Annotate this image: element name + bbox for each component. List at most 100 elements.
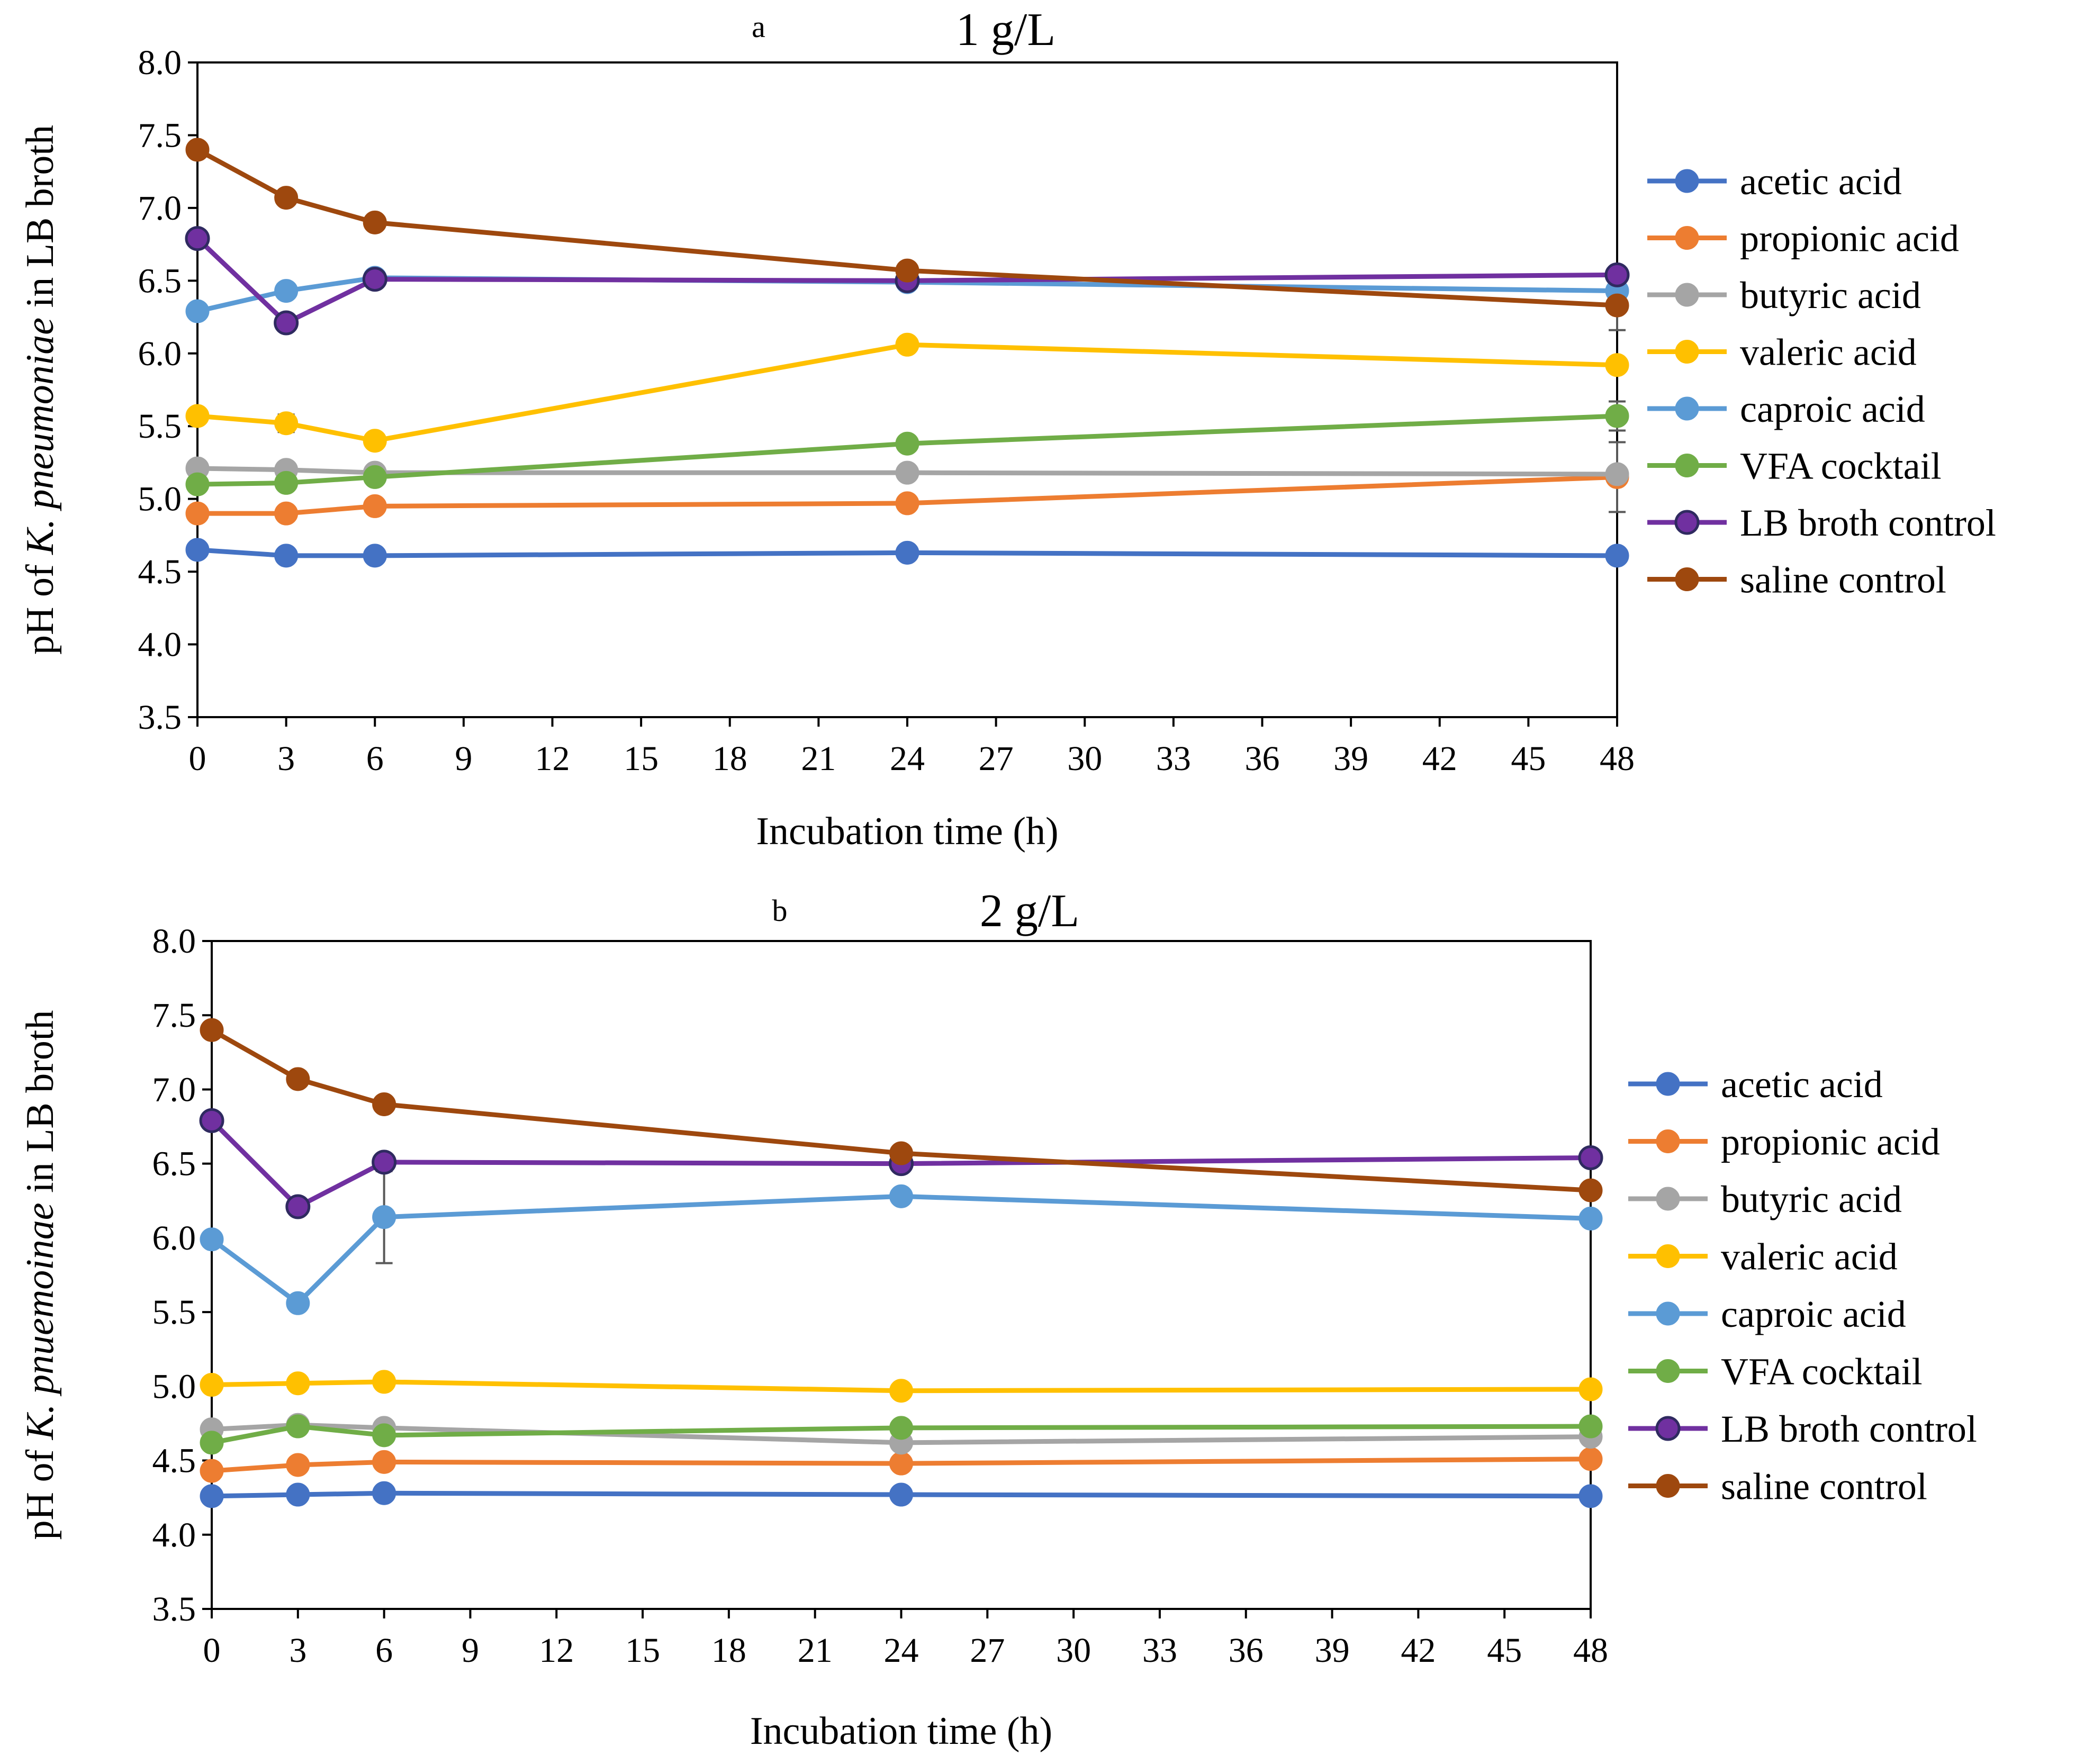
data-point-saline-control	[895, 258, 919, 283]
data-point-saline-control	[1578, 1178, 1603, 1202]
legend-item-lb-broth-control: LB broth control	[1647, 502, 1996, 544]
legend-swatch-marker	[1675, 396, 1699, 421]
x-tick-label: 0	[189, 739, 206, 778]
x-tick-label: 3	[277, 739, 295, 778]
legend-label: propionic acid	[1740, 218, 1959, 260]
legend-item-acetic-acid: acetic acid	[1647, 160, 1902, 203]
x-tick-label: 39	[1333, 739, 1368, 778]
data-point-caproic-acid	[1578, 1206, 1603, 1231]
data-point-valeric-acid	[363, 429, 387, 453]
data-point-saline-control	[274, 186, 299, 210]
x-tick-label: 18	[711, 1631, 746, 1670]
legend-swatch-marker	[1656, 1244, 1680, 1268]
x-tick-label: 3	[289, 1631, 306, 1670]
x-tick-label: 6	[375, 1631, 393, 1670]
legend-label: caproic acid	[1721, 1293, 1906, 1335]
x-tick-label: 33	[1156, 739, 1191, 778]
legend-swatch-marker	[1675, 454, 1699, 477]
x-tick-label: 33	[1142, 1631, 1177, 1670]
y-tick-label: 4.5	[138, 553, 182, 591]
y-axis-label-suffix: in LB broth	[19, 125, 62, 318]
legend-label: VFA cocktail	[1740, 445, 1942, 487]
y-axis-label-organism: K. pnuemoinae	[19, 1202, 62, 1440]
data-point-vfa-cocktail	[889, 1416, 913, 1440]
x-tick-label: 6	[366, 739, 384, 778]
x-tick-label: 12	[539, 1631, 574, 1670]
x-axis-label: Incubation time (h)	[756, 810, 1058, 853]
legend-item-acetic-acid: acetic acid	[1628, 1063, 1883, 1106]
x-tick-label: 9	[455, 739, 472, 778]
data-point-valeric-acid	[274, 411, 299, 436]
data-point-valeric-acid	[895, 332, 919, 357]
data-point-valeric-acid	[286, 1371, 310, 1396]
y-tick-label: 4.5	[152, 1442, 196, 1480]
data-point-vfa-cocktail	[363, 465, 387, 489]
legend-item-valeric-acid: valeric acid	[1628, 1236, 1898, 1278]
chart-title: 1 g/L	[956, 4, 1055, 56]
y-axis-label-organism: K. pneumoniae	[19, 318, 62, 555]
x-tick-label: 39	[1315, 1631, 1350, 1670]
x-tick-label: 48	[1573, 1631, 1608, 1670]
data-point-acetic-acid	[889, 1482, 913, 1507]
data-point-acetic-acid	[1605, 544, 1629, 568]
legend-item-butyric-acid: butyric acid	[1628, 1178, 1902, 1220]
x-tick-label: 15	[624, 739, 658, 778]
legend-swatch-marker	[1656, 1129, 1680, 1153]
data-point-lb-broth-control	[372, 1150, 397, 1175]
data-point-caproic-acid	[889, 1184, 913, 1208]
y-axis-label-suffix: in LB broth	[19, 1010, 62, 1203]
legend-item-caproic-acid: caproic acid	[1647, 388, 1925, 430]
data-point-vfa-cocktail	[1605, 404, 1629, 428]
x-tick-label: 36	[1229, 1631, 1264, 1670]
legend-item-butyric-acid: butyric acid	[1647, 274, 1921, 316]
legend-swatch-marker	[1675, 283, 1699, 307]
y-tick-label: 5.5	[138, 407, 182, 446]
data-point-saline-control	[286, 1067, 310, 1091]
x-tick-label: 24	[890, 739, 925, 778]
data-point-propionic-acid	[286, 1453, 310, 1477]
y-tick-label: 5.5	[152, 1293, 196, 1332]
data-point-saline-control	[1605, 293, 1629, 318]
y-tick-label: 7.0	[152, 1070, 196, 1109]
legend-swatch-marker	[1656, 1474, 1680, 1498]
data-point-saline-control	[200, 1018, 224, 1042]
data-point-saline-control	[372, 1092, 396, 1116]
data-point-butyric-acid	[1605, 462, 1629, 486]
plot-frame	[211, 940, 1592, 1610]
x-tick-label: 15	[625, 1631, 660, 1670]
y-axis-label: pH of K. pnuemoinae in LB broth	[19, 1010, 62, 1540]
legend: acetic acid propionic acid butyric acid val…	[1628, 1063, 1977, 1508]
data-point-acetic-acid	[1578, 1484, 1603, 1508]
panel-label: a	[752, 10, 765, 44]
legend-swatch-marker	[1675, 169, 1699, 193]
panel-label: b	[772, 893, 788, 928]
data-point-saline-control	[363, 210, 387, 234]
x-tick-label: 9	[462, 1631, 479, 1670]
x-tick-label: 12	[535, 739, 570, 778]
legend-label: valeric acid	[1721, 1236, 1898, 1278]
legend-item-propionic-acid: propionic acid	[1628, 1121, 1940, 1163]
legend-label: caproic acid	[1740, 388, 1925, 430]
data-point-propionic-acid	[274, 501, 299, 526]
legend-item-vfa-cocktail: VFA cocktail	[1647, 445, 1942, 487]
y-tick-label: 8.0	[138, 43, 182, 82]
data-point-vfa-cocktail	[372, 1423, 396, 1448]
legend-label: butyric acid	[1740, 274, 1921, 316]
data-point-vfa-cocktail	[200, 1431, 224, 1455]
data-point-vfa-cocktail	[1578, 1414, 1603, 1439]
panel-a: 3.54.04.55.05.56.06.57.07.58.00 3 6 9 12 15 18…	[19, 4, 1996, 853]
x-tick-label: 45	[1487, 1631, 1522, 1670]
series-line-caproic-acid	[210, 1193, 1591, 1306]
x-tick-label: 27	[979, 739, 1014, 778]
legend: acetic acid propionic acid butyric acid val…	[1647, 160, 1996, 601]
data-point-saline-control	[889, 1141, 913, 1165]
y-tick-label: 6.5	[138, 261, 182, 300]
data-point-valeric-acid	[889, 1379, 913, 1403]
x-tick-label: 18	[712, 739, 747, 778]
data-point-lb-broth-control	[362, 267, 387, 292]
data-point-acetic-acid	[895, 540, 919, 565]
data-point-caproic-acid	[200, 1227, 224, 1252]
y-tick-label: 7.0	[138, 189, 182, 228]
data-point-vfa-cocktail	[274, 471, 299, 495]
